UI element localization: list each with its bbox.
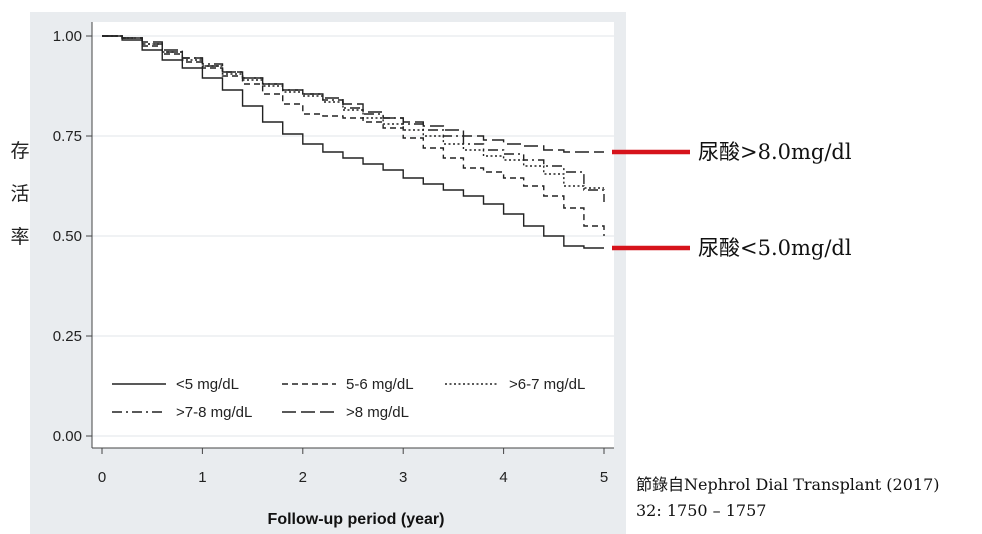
annotation-label-0: 尿酸>8.0mg/dl <box>698 140 852 164</box>
y-axis-title-char-0: 存 <box>10 140 29 162</box>
legend: <5 mg/dL 5-6 mg/dL >6-7 mg/dL >7-8 mg/dL >8 … <box>112 376 585 421</box>
source-citation-line1: 節錄自Nephrol Dial Transplant (2017) <box>636 475 940 494</box>
x-tick-labels: 0 1 2 3 4 5 <box>98 448 608 486</box>
series-line-0 <box>102 35 604 249</box>
source-citation-line2: 32: 1750 – 1757 <box>636 501 766 520</box>
x-axis-title: Follow-up period (year) <box>268 511 445 528</box>
legend-label-2: >6-7 mg/dL <box>509 376 585 393</box>
annotations: 尿酸>8.0mg/dl 尿酸<5.0mg/dl <box>612 140 852 260</box>
annotation-label-1: 尿酸<5.0mg/dl <box>698 236 852 260</box>
y-axis-title: 存活率 <box>10 140 29 248</box>
x-tick-label-0: 0 <box>98 469 106 486</box>
series-lines <box>102 35 605 249</box>
legend-label-0: <5 mg/dL <box>176 376 239 393</box>
x-tick-label-5: 5 <box>600 469 608 486</box>
x-tick-label-4: 4 <box>499 469 507 486</box>
y-tick-labels: 0.00 0.25 0.50 0.75 1.00 <box>53 28 92 445</box>
x-tick-label-1: 1 <box>198 469 206 486</box>
y-tick-label-2: 0.50 <box>53 228 82 245</box>
legend-label-4: >8 mg/dL <box>346 404 409 421</box>
y-tick-label-4: 1.00 <box>53 28 82 45</box>
series-line-4 <box>102 35 604 153</box>
plot-area <box>92 22 614 448</box>
x-tick-label-2: 2 <box>299 469 307 486</box>
series-line-3 <box>102 35 605 202</box>
series-line-2 <box>102 35 604 189</box>
legend-label-3: >7-8 mg/dL <box>176 404 252 421</box>
y-tick-label-3: 0.75 <box>53 128 82 145</box>
legend-label-1: 5-6 mg/dL <box>346 376 414 393</box>
axes <box>91 22 614 449</box>
grid-lines <box>92 35 614 437</box>
y-axis-title-char-1: 活 <box>10 183 29 205</box>
y-tick-label-1: 0.25 <box>53 328 82 345</box>
y-tick-label-0: 0.00 <box>53 428 82 445</box>
x-tick-label-3: 3 <box>399 469 407 486</box>
y-axis-title-char-2: 率 <box>10 226 29 248</box>
